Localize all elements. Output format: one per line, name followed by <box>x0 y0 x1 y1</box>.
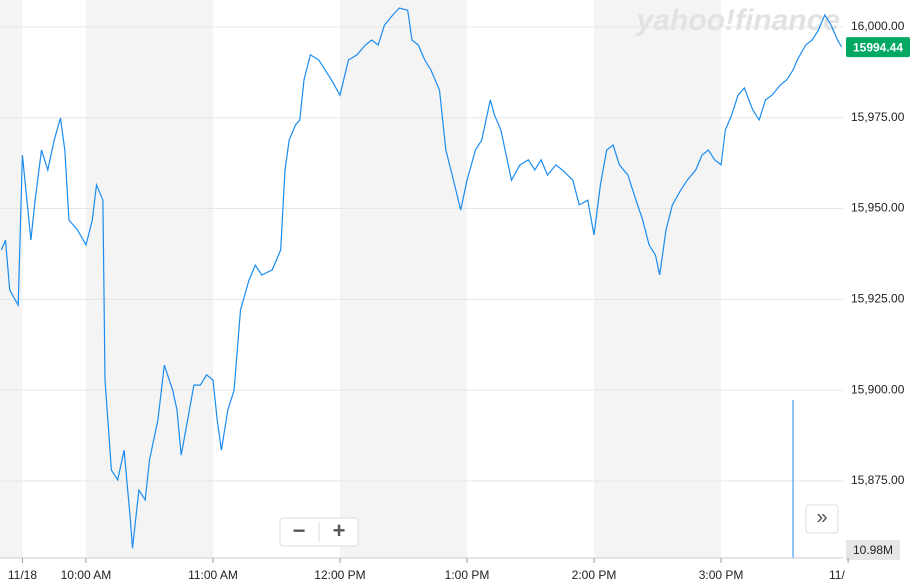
x-tick-label: 11/ <box>829 568 845 582</box>
logo: yahoo!finance <box>635 4 840 37</box>
x-tick-label: 1:00 PM <box>445 568 490 582</box>
x-tick-label: 11/18 <box>8 568 37 582</box>
scroll-button[interactable]: » <box>816 506 827 528</box>
shade-band <box>594 0 722 558</box>
last-price-box <box>846 37 910 58</box>
shade-band <box>339 0 468 558</box>
x-tick-label: 12:00 PM <box>314 568 365 582</box>
y-tick-label: 16,000.00 <box>851 19 905 33</box>
zoom-out-button[interactable]: − <box>293 518 306 543</box>
last-price-label: 15994.44 <box>853 40 903 54</box>
x-tick-label: 2:00 PM <box>572 568 617 582</box>
x-tick-label: 10:00 AM <box>61 568 112 582</box>
volume-label-box <box>846 540 900 560</box>
y-tick-label: 15,975.00 <box>851 110 905 124</box>
zoom-in-button[interactable]: + <box>333 518 346 543</box>
x-tick-label: 11:00 AM <box>188 568 238 582</box>
scroll-control <box>805 504 839 534</box>
shade-band <box>85 0 213 558</box>
y-tick-label: 15,925.00 <box>851 292 905 306</box>
price-line <box>0 7 843 549</box>
shade-band <box>0 0 23 558</box>
y-tick-label: 15,950.00 <box>851 201 905 215</box>
y-tick-label: 15,900.00 <box>851 382 905 396</box>
x-tick-label: 3:00 PM <box>699 568 744 582</box>
volume-label: 10.98M <box>853 543 893 557</box>
y-tick-label: 15,875.00 <box>851 473 905 487</box>
